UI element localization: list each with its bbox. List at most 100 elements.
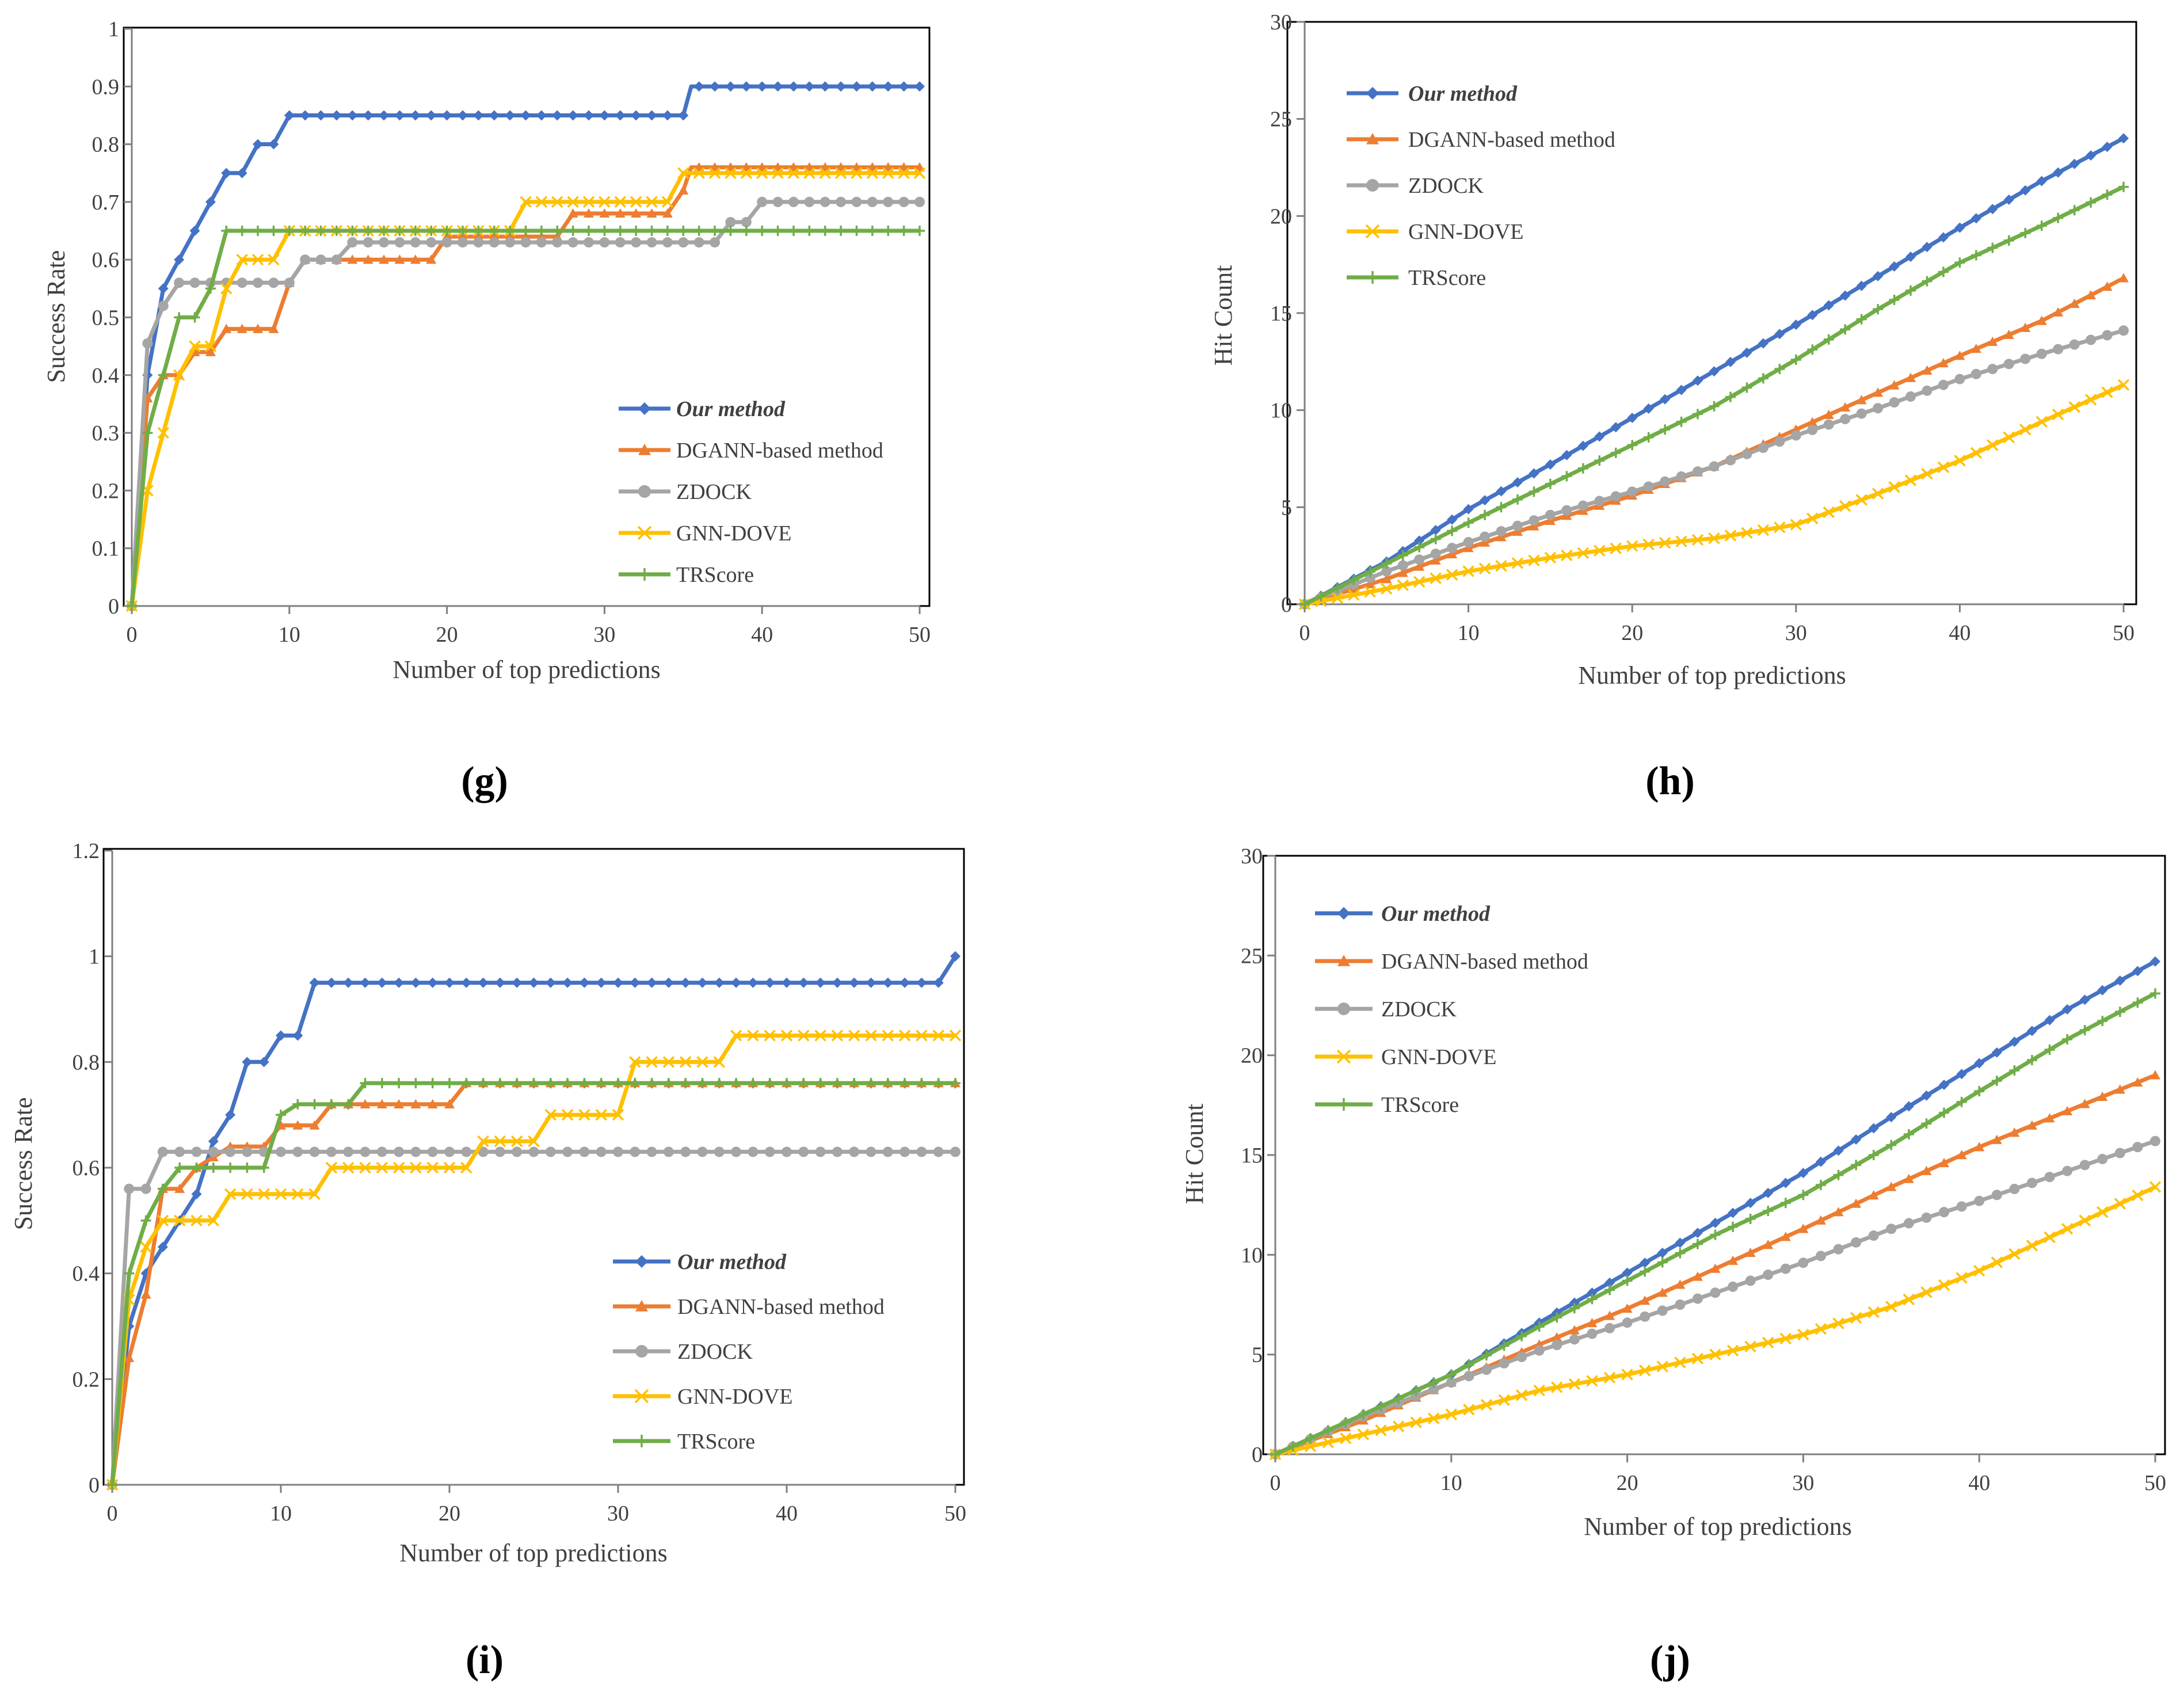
data-point-marker: [140, 1241, 152, 1253]
series-trscore: [127, 226, 925, 611]
data-point-marker: [638, 402, 651, 415]
data-point-marker: [308, 1188, 321, 1200]
x-axis-title: Number of top predictions: [392, 655, 661, 684]
data-point-marker: [1643, 403, 1654, 414]
y-tick-label: 10: [1241, 1243, 1263, 1267]
y-tick-label: 30: [1241, 844, 1263, 868]
data-point-marker: [1987, 336, 1998, 346]
data-point-marker: [520, 196, 532, 208]
data-point-marker: [1956, 1096, 1967, 1107]
data-point-marker: [1529, 521, 1539, 531]
data-point-marker: [379, 254, 390, 264]
legend-label: DGANN-based method: [677, 1295, 885, 1319]
data-point-marker: [1411, 1385, 1421, 1396]
data-point-marker: [173, 369, 185, 382]
x-tick-label: 40: [776, 1501, 798, 1526]
data-point-marker: [1365, 224, 1380, 239]
data-point-marker: [284, 277, 295, 288]
axis-layer: 0 10 20 30 40 50 0 5 10 15 20 25 30: [1241, 844, 2166, 1495]
data-point-marker: [127, 601, 137, 611]
data-point-marker: [1889, 397, 1900, 408]
data-point-marker: [678, 110, 689, 121]
data-point-marker: [2069, 205, 2080, 216]
data-point-marker: [174, 1146, 185, 1157]
data-point-marker: [2114, 1148, 2125, 1158]
data-point-marker: [2020, 185, 2031, 196]
y-tick-label: 1: [89, 945, 100, 969]
data-point-marker: [1364, 578, 1375, 589]
data-point-marker: [1779, 1332, 1792, 1345]
data-point-marker: [2003, 329, 2014, 339]
data-point-marker: [2020, 322, 2031, 332]
data-point-marker: [1480, 1398, 1493, 1411]
data-point-marker: [2008, 1248, 2021, 1260]
data-point-marker: [1798, 1224, 1809, 1233]
data-point-marker: [1970, 250, 1981, 261]
data-point-marker: [1886, 1139, 1897, 1150]
legend-label: GNN-DOVE: [676, 521, 792, 546]
data-point-marker: [2150, 1135, 2160, 1146]
data-point-marker: [1587, 1294, 1598, 1305]
data-point-marker: [2003, 235, 2014, 246]
data-point-marker: [1780, 1232, 1791, 1241]
data-point-marker: [1745, 1213, 1756, 1224]
legend-label: Our method: [1381, 902, 1491, 926]
data-point-marker: [883, 196, 894, 207]
y-axis-title: Hit Count: [1209, 265, 1237, 366]
data-point-marker: [292, 1099, 303, 1110]
data-point-marker: [646, 208, 657, 218]
data-point-marker: [814, 1030, 826, 1042]
data-point-marker: [300, 254, 311, 265]
axis-layer: 0 10 20 30 40 50 0 5 10 15 20 25 30: [1270, 10, 2135, 645]
data-point-marker: [693, 237, 704, 248]
data-point-marker: [107, 1480, 117, 1490]
data-point-marker: [1364, 586, 1377, 598]
legend-line-our-method: [1347, 87, 1398, 100]
data-point-marker: [276, 1110, 286, 1120]
data-point-marker: [258, 1057, 269, 1068]
legend-line-trscore: [1315, 1098, 1373, 1111]
legend-label: GNN-DOVE: [1408, 220, 1524, 244]
data-point-marker: [1511, 557, 1524, 569]
data-point-marker: [1974, 1195, 1985, 1206]
data-point-marker: [528, 1078, 539, 1089]
data-point-marker: [614, 196, 627, 208]
series-gnn-dove: [106, 1030, 962, 1491]
data-point-marker: [2097, 1091, 2108, 1101]
data-point-marker: [1693, 466, 1703, 477]
data-point-marker: [567, 208, 578, 218]
y-tick-label: 0.1: [92, 537, 120, 561]
data-point-marker: [1840, 402, 1851, 412]
data-point-marker: [1905, 285, 1916, 296]
data-point-marker: [190, 1214, 203, 1227]
data-point-marker: [1397, 550, 1408, 561]
data-point-marker: [635, 1345, 648, 1358]
data-point-marker: [950, 1146, 960, 1157]
data-point-marker: [1534, 1345, 1545, 1356]
data-point-marker: [646, 196, 658, 208]
data-point-marker: [1790, 354, 1801, 365]
data-point-marker: [242, 1057, 253, 1068]
data-point-marker: [2150, 1070, 2160, 1080]
legend-entry-trscore: TRScore: [613, 1430, 755, 1454]
data-point-marker: [1745, 1247, 1756, 1257]
data-point-marker: [2036, 176, 2047, 186]
x-tick-label: 30: [593, 623, 615, 647]
data-point-marker: [1529, 468, 1539, 479]
data-point-marker: [1780, 1177, 1791, 1188]
data-point-marker: [2044, 1231, 2056, 1244]
data-point-marker: [1496, 486, 1507, 497]
data-point-marker: [191, 1188, 202, 1199]
data-point-marker: [1956, 1150, 1967, 1160]
data-point-marker: [1939, 1157, 1950, 1168]
data-point-marker: [1815, 1251, 1826, 1261]
y-tick-label: 20: [1241, 1044, 1263, 1068]
data-point-marker: [579, 1146, 590, 1157]
panel-label-letter: h: [1659, 759, 1682, 803]
data-point-marker: [883, 226, 894, 237]
y-tick-label: 0: [89, 1473, 100, 1497]
data-point-marker: [494, 1135, 506, 1148]
data-point-marker: [1693, 375, 1703, 386]
data-point-marker: [562, 1078, 573, 1089]
data-point-marker: [832, 1078, 843, 1089]
